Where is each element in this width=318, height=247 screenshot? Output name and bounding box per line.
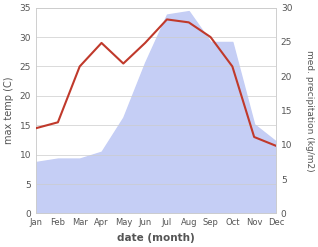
Y-axis label: med. precipitation (kg/m2): med. precipitation (kg/m2)	[305, 50, 314, 171]
X-axis label: date (month): date (month)	[117, 233, 195, 243]
Y-axis label: max temp (C): max temp (C)	[4, 77, 14, 144]
